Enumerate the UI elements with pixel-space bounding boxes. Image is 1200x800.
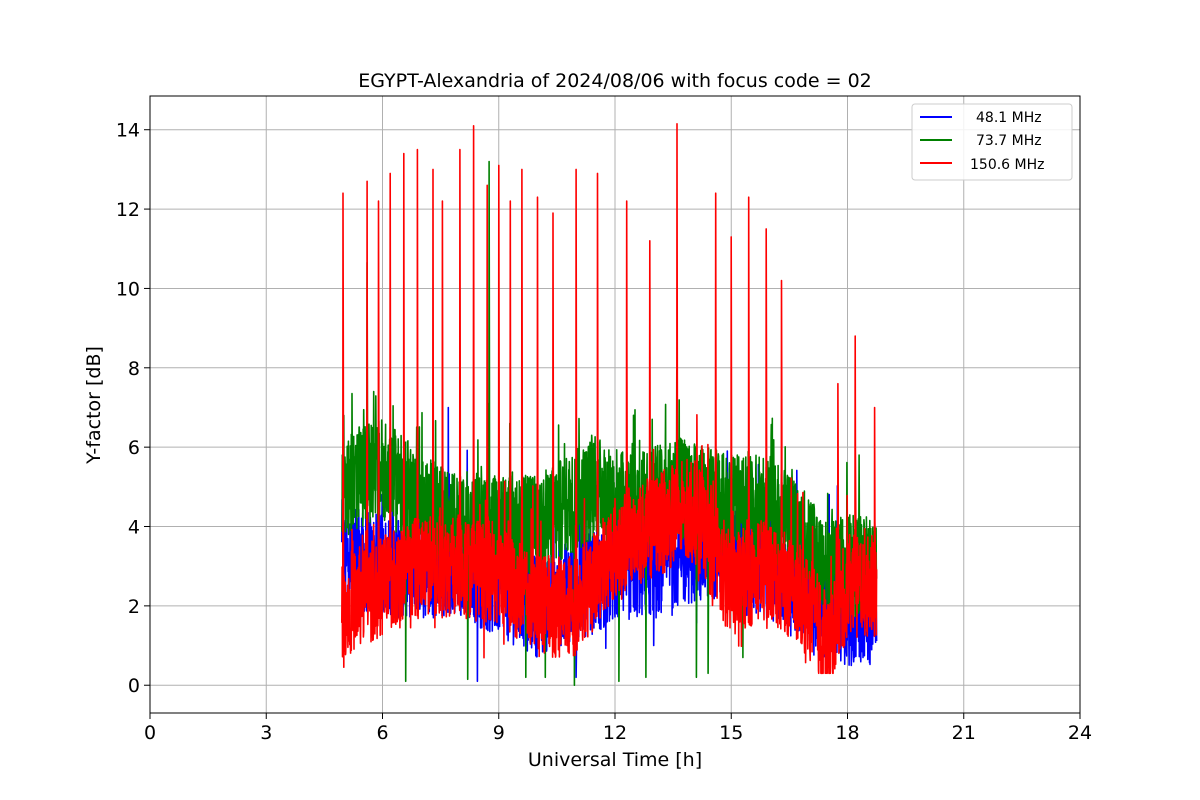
x-tick-label: 9 [493,722,505,744]
chart-title: EGYPT-Alexandria of 2024/08/06 with focu… [358,70,872,92]
y-tick-label: 0 [128,675,140,697]
series-line-2 [341,123,878,675]
legend-label-73mhz: 73.7 MHz [976,133,1042,149]
x-tick-label: 12 [603,722,627,744]
x-tick-label: 3 [260,722,272,744]
y-tick-label: 4 [128,517,140,539]
x-tick-label: 18 [835,722,859,744]
legend-box [911,103,1073,181]
x-tick-label: 6 [376,722,388,744]
x-tick-label: 21 [952,722,976,744]
y-tick-label: 8 [128,358,140,380]
series-layer [341,123,878,686]
legend: 48.1 MHz 73.7 MHz 150.6 MHz [911,103,1073,181]
legend-label-48mhz: 48.1 MHz [976,110,1042,126]
y-tick-label: 14 [116,120,140,142]
y-tick-label: 6 [128,437,140,459]
x-tick-label: 24 [1068,722,1092,744]
y-axis-label: Y-factor [dB] [83,346,105,465]
y-tick-label: 12 [116,199,140,221]
y-tick-label: 2 [128,596,140,618]
x-tick-label: 15 [719,722,743,744]
x-axis-label: Universal Time [h] [528,749,702,771]
x-tick-label: 0 [144,722,156,744]
y-tick-label: 10 [116,278,140,300]
legend-label-150mhz: 150.6 MHz [970,157,1044,173]
